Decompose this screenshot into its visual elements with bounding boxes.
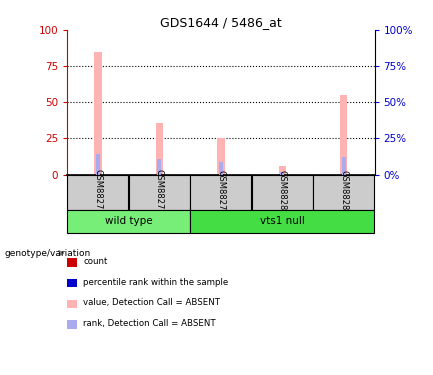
Text: wild type: wild type (105, 216, 152, 226)
Bar (67, 258, 77, 267)
Bar (191, 175, 251, 210)
Bar (67, 300, 77, 308)
Text: GSM88278: GSM88278 (155, 170, 164, 215)
Bar (157, 159, 162, 175)
Title: GDS1644 / 5486_at: GDS1644 / 5486_at (160, 16, 282, 29)
Bar (217, 138, 225, 175)
Bar (94, 52, 102, 175)
Bar (313, 175, 374, 210)
Text: genotype/variation: genotype/variation (4, 249, 90, 258)
Bar (67, 279, 77, 287)
Bar (191, 210, 374, 232)
Bar (155, 123, 163, 175)
Bar (280, 172, 284, 175)
Text: value, Detection Call = ABSENT: value, Detection Call = ABSENT (83, 298, 220, 307)
Text: count: count (83, 257, 107, 266)
Text: rank, Detection Call = ABSENT: rank, Detection Call = ABSENT (83, 319, 216, 328)
Text: percentile rank within the sample: percentile rank within the sample (83, 278, 228, 287)
Bar (252, 175, 313, 210)
Bar (340, 95, 348, 175)
Bar (67, 320, 77, 328)
Bar (278, 166, 286, 175)
Bar (129, 175, 190, 210)
Text: GSM88281: GSM88281 (339, 170, 348, 215)
Bar (68, 210, 190, 232)
Text: vts1 null: vts1 null (260, 216, 305, 226)
Text: GSM88280: GSM88280 (278, 170, 287, 215)
Bar (342, 157, 346, 175)
Bar (68, 175, 128, 210)
Bar (96, 154, 100, 175)
Text: GSM88277: GSM88277 (94, 170, 102, 215)
Bar (219, 162, 223, 175)
Text: GSM88279: GSM88279 (216, 170, 225, 215)
